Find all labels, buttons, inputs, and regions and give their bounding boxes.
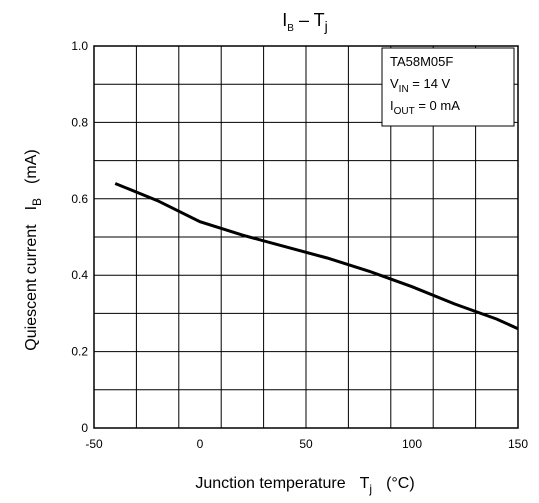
x-axis-label-unit: (°C) <box>386 475 415 492</box>
plot-frame <box>93 45 519 429</box>
y-axis-label-text: Quiescent current <box>23 224 40 351</box>
y-tick-label: 0.8 <box>71 115 88 129</box>
x-tick-label: 100 <box>402 437 422 451</box>
tick-labels: -50 0 50 100 150 0 0.2 0.4 0.6 0.8 1.0 <box>71 39 528 451</box>
x-tick-label: 150 <box>508 437 528 451</box>
y-tick-label: 0.6 <box>71 192 88 206</box>
x-axis-label-text: Junction temperature <box>195 475 345 492</box>
y-tick-label: 0 <box>81 421 88 435</box>
chart-title-main: I <box>282 10 287 30</box>
condition-iout: IOUT = 0 mA <box>390 98 460 117</box>
condition-device: TA58M05F <box>390 54 453 69</box>
chart-title-main-sub: B <box>287 23 294 34</box>
condition-box-frame <box>381 47 515 127</box>
x-axis-label-symbol-sub: j <box>368 482 372 496</box>
chart-title: IB – Tj <box>282 10 328 34</box>
x-axis-label-symbol: T <box>360 475 370 492</box>
y-axis-label: Quiescent current IB (mA) <box>23 149 44 350</box>
y-axis-label-unit: (mA) <box>23 149 40 184</box>
y-axis-label-symbol-sub: B <box>30 198 44 206</box>
chart-title-sep-sub: j <box>324 18 328 34</box>
chart-title-sep: – T <box>294 10 325 30</box>
series-line <box>114 182 519 331</box>
grid <box>93 45 519 429</box>
y-tick-label: 1.0 <box>71 39 88 53</box>
y-tick-label: 0.2 <box>71 345 88 359</box>
x-tick-label: -50 <box>85 437 103 451</box>
x-axis-label: Junction temperature Tj (°C) <box>195 475 414 496</box>
y-tick-label: 0.4 <box>71 268 88 282</box>
x-tick-label: 0 <box>197 437 204 451</box>
y-axis-label-symbol: I <box>23 206 40 210</box>
condition-vin: VIN = 14 V <box>390 76 451 95</box>
condition-box: TA58M05F VIN = 14 V IOUT = 0 mA <box>381 47 515 127</box>
x-tick-label: 50 <box>299 437 313 451</box>
